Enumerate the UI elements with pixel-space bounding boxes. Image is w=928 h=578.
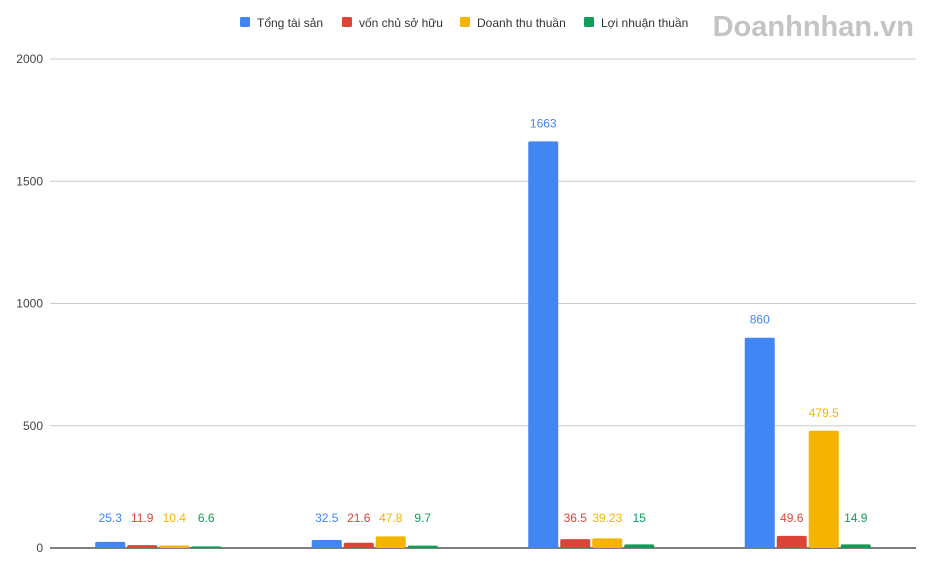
bar [776,535,807,548]
legend-swatch [584,17,594,27]
data-label: 49.6 [780,511,804,525]
legend-swatch [240,17,250,27]
bar [191,546,222,548]
bar [127,545,158,548]
y-tick-label: 0 [36,541,43,555]
y-tick-label: 1000 [16,297,43,311]
data-label: 6.6 [198,511,215,525]
data-label: 10.4 [163,511,187,525]
bar [840,544,871,548]
data-label: 860 [750,313,770,327]
data-label: 14.9 [844,511,868,525]
logo-text: Doanhnhan.vn [713,11,914,43]
data-label: 47.8 [379,511,403,525]
data-label: 1663 [530,116,557,130]
y-tick-label: 500 [23,419,43,433]
bar [528,141,559,549]
legend-swatch [460,17,470,27]
y-axis-tick-labels: 0 500 1000 1500 2000 [16,52,43,555]
bar [95,541,126,548]
y-tick-label: 2000 [16,52,43,66]
legend: Tổng tài sản vốn chủ sở hữu Doanh thu thuầ… [240,16,688,30]
legend-label: vốn chủ sở hữu [359,16,443,30]
bar [375,536,406,548]
data-label: 9.7 [414,511,431,525]
bar [624,544,655,548]
data-label: 21.6 [347,511,371,525]
legend-label: Doanh thu thuần [477,16,566,30]
bar [343,542,374,548]
data-label: 32.5 [315,511,339,525]
bar [159,545,190,548]
bar [744,337,775,548]
bar [592,538,623,548]
brand-logo: Doanhnhan.vn [713,11,914,43]
bar [560,539,591,548]
data-label: 36.5 [564,511,588,525]
legend-label: Lợi nhuận thuần [601,16,688,30]
data-label: 15 [633,511,647,525]
legend-swatch [342,17,352,27]
data-label: 39.23 [592,511,622,525]
y-tick-label: 1500 [16,174,43,188]
bar [311,540,342,548]
data-label: 479.5 [809,406,839,420]
gridlines [50,58,916,549]
data-label: 25.3 [99,511,123,525]
bar [808,430,839,548]
data-label: 11.9 [131,511,154,525]
bar [407,545,438,548]
legend-label: Tổng tài sản [257,16,323,30]
data-labels: 25.3 11.9 10.4 6.6 32.5 21.6 47.8 9.7 1663 36.5 39… [99,116,868,525]
bars [95,141,871,549]
